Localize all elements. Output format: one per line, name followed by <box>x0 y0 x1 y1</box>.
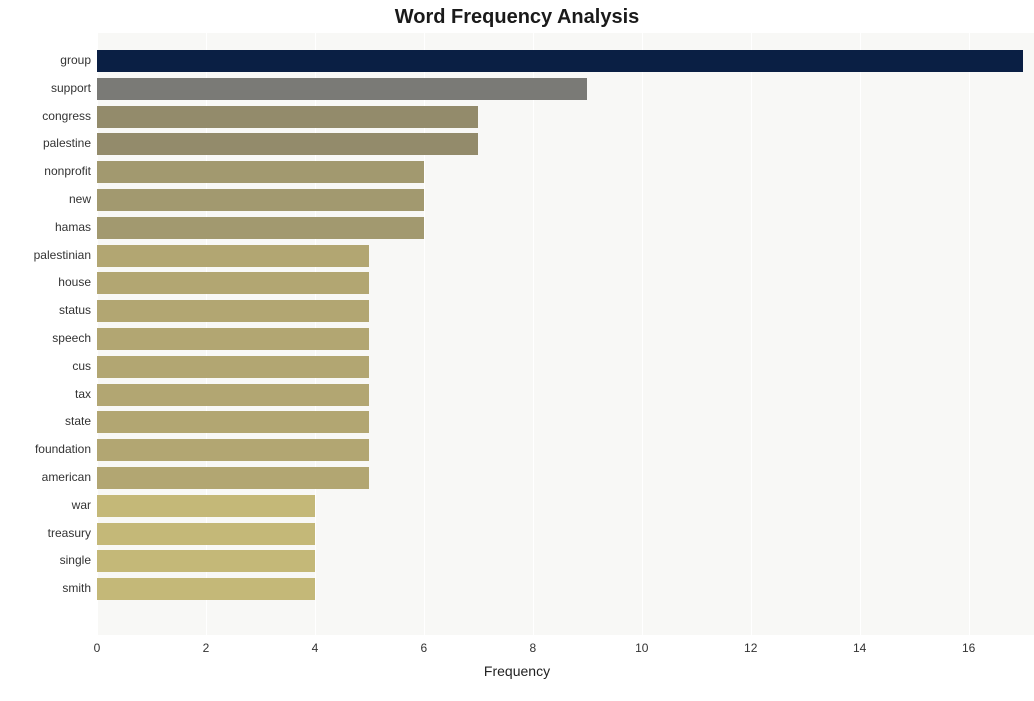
y-tick-label: state <box>65 414 91 428</box>
y-tick-label: single <box>60 553 91 567</box>
bar <box>97 439 369 461</box>
y-tick-label: palestinian <box>34 248 91 262</box>
y-tick-label: group <box>60 53 91 67</box>
bar <box>97 78 587 100</box>
bar <box>97 300 369 322</box>
y-tick-label: house <box>58 275 91 289</box>
chart-title: Word Frequency Analysis <box>0 6 1034 29</box>
grid-line <box>860 33 861 635</box>
y-tick-label: treasury <box>48 526 91 540</box>
bar <box>97 217 424 239</box>
chart-container: Word Frequency Analysis Frequency 0 2 4 6 8 1… <box>0 0 1034 701</box>
bar <box>97 467 369 489</box>
bar <box>97 272 369 294</box>
bar <box>97 411 369 433</box>
y-tick-label: status <box>59 303 91 317</box>
grid-line <box>751 33 752 635</box>
x-tick-label: 8 <box>529 641 536 655</box>
bar <box>97 356 369 378</box>
x-tick-label: 4 <box>312 641 319 655</box>
bar <box>97 189 424 211</box>
y-tick-label: foundation <box>35 442 91 456</box>
bar <box>97 50 1023 72</box>
y-tick-label: tax <box>75 387 91 401</box>
bar <box>97 245 369 267</box>
y-tick-label: war <box>72 498 91 512</box>
y-tick-label: hamas <box>55 220 91 234</box>
bar <box>97 523 315 545</box>
bar <box>97 384 369 406</box>
y-tick-label: smith <box>62 581 91 595</box>
grid-line <box>533 33 534 635</box>
plot-area <box>97 33 1034 635</box>
bar <box>97 495 315 517</box>
x-tick-label: 10 <box>635 641 648 655</box>
bar <box>97 550 315 572</box>
bar <box>97 106 478 128</box>
y-tick-label: american <box>42 470 91 484</box>
x-tick-label: 14 <box>853 641 866 655</box>
bar <box>97 161 424 183</box>
bar <box>97 578 315 600</box>
x-axis-title: Frequency <box>0 663 1034 679</box>
y-tick-label: new <box>69 192 91 206</box>
y-tick-label: congress <box>42 109 91 123</box>
x-tick-label: 6 <box>421 641 428 655</box>
y-tick-label: palestine <box>43 136 91 150</box>
y-tick-label: speech <box>52 331 91 345</box>
bar <box>97 328 369 350</box>
y-tick-label: support <box>51 81 91 95</box>
x-tick-label: 2 <box>203 641 210 655</box>
x-tick-label: 16 <box>962 641 975 655</box>
grid-line <box>969 33 970 635</box>
y-tick-label: nonprofit <box>44 164 91 178</box>
y-tick-label: cus <box>72 359 91 373</box>
grid-line <box>642 33 643 635</box>
x-tick-label: 0 <box>94 641 101 655</box>
bar <box>97 133 478 155</box>
x-tick-label: 12 <box>744 641 757 655</box>
